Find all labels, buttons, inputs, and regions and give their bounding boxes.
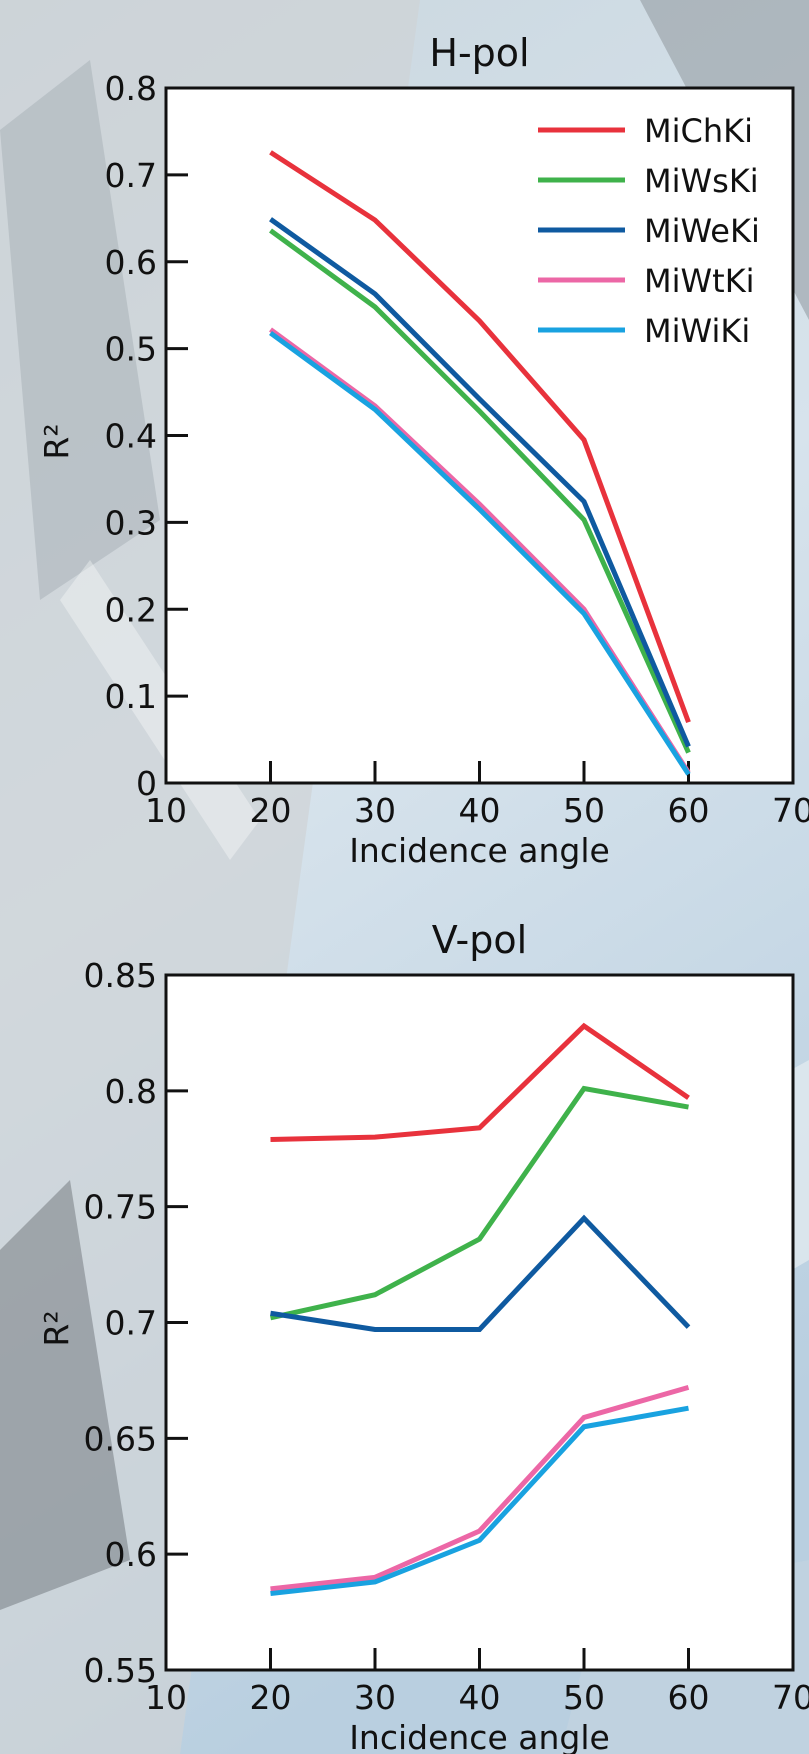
h-pol-x-tick-label: 30	[354, 791, 396, 830]
v-pol-x-axis-label: Incidence angle	[349, 1718, 610, 1754]
h-pol-y-tick-label: 0	[136, 764, 157, 803]
legend-label-michki: MiChKi	[644, 112, 753, 150]
h-pol-plot-area	[164, 86, 795, 785]
v-pol-y-tick-label: 0.7	[105, 1304, 157, 1343]
v-pol-series	[269, 1022, 691, 1597]
v-pol-y-tick-label: 0.55	[84, 1651, 157, 1690]
series-line-miwtki	[270, 1384, 690, 1592]
h-pol-y-tick-label: 0.3	[105, 503, 157, 542]
v-pol-y-tick-label: 0.85	[84, 956, 157, 995]
h-pol-chart-title: H-pol	[429, 31, 529, 75]
v-pol-chart: V-pol Incidence angle R² 10 20 30 40 50 60 70 …	[37, 918, 809, 1754]
legend-label-miwiki: MiWiKi	[644, 312, 750, 350]
v-pol-y-ticks: 0.55 0.6 0.65 0.7 0.75 0.8 0.85	[84, 956, 188, 1690]
v-pol-y-tick-label: 0.65	[84, 1419, 157, 1458]
v-pol-x-tick-label: 10	[145, 1678, 187, 1717]
h-pol-x-tick-label: 10	[145, 791, 187, 830]
h-pol-x-tick-label: 20	[250, 791, 292, 830]
v-pol-x-tick-label: 60	[668, 1678, 710, 1717]
legend-label-miwski: MiWsKi	[644, 162, 759, 200]
h-pol-x-tick-label: 40	[459, 791, 501, 830]
h-pol-y-tick-label: 0.2	[105, 590, 157, 629]
legend: MiChKi MiWsKi MiWeKi MiWtKi MiWiKi	[538, 112, 760, 350]
v-pol-chart-title: V-pol	[432, 918, 527, 962]
series-line-miweki	[269, 217, 691, 748]
h-pol-y-tick-label: 0.7	[105, 156, 157, 195]
v-pol-x-tick-label: 70	[772, 1678, 809, 1717]
h-pol-y-tick-label: 0.4	[105, 417, 157, 456]
h-pol-x-ticks: 10 20 30 40 50 60 70	[145, 761, 809, 830]
h-pol-x-axis-label: Incidence angle	[349, 831, 610, 870]
v-pol-y-tick-label: 0.8	[105, 1072, 157, 1111]
series-line-miwiki	[270, 1405, 689, 1597]
v-pol-x-tick-label: 50	[563, 1678, 605, 1717]
v-pol-x-tick-label: 30	[354, 1678, 396, 1717]
h-pol-y-ticks: 0 0.1 0.2 0.3 0.4 0.5 0.6 0.7 0.8	[105, 69, 188, 803]
legend-label-miweki: MiWeKi	[644, 212, 760, 250]
series-line-miwski	[269, 228, 691, 754]
v-pol-y-tick-label: 0.6	[105, 1535, 157, 1574]
legend-label-miwtki: MiWtKi	[644, 262, 755, 300]
h-pol-chart: H-pol Incidence angle R² 10 20 30 40 50 60 70 …	[37, 31, 809, 870]
h-pol-y-axis-label: R²	[37, 423, 76, 459]
series-line-miwiki	[269, 330, 691, 776]
h-pol-y-tick-label: 0.1	[105, 677, 157, 716]
h-pol-y-tick-label: 0.5	[105, 330, 157, 369]
v-pol-y-tick-label: 0.75	[84, 1188, 157, 1227]
v-pol-y-axis-label: R²	[37, 1310, 76, 1346]
h-pol-y-tick-label: 0.8	[105, 69, 157, 108]
v-pol-plot-area	[164, 973, 795, 1672]
v-pol-x-ticks: 10 20 30 40 50 60 70	[145, 1648, 809, 1717]
series-line-miwski	[269, 1085, 689, 1321]
h-pol-x-tick-label: 70	[772, 791, 809, 830]
v-pol-x-tick-label: 20	[250, 1678, 292, 1717]
series-line-michki	[269, 150, 691, 724]
v-pol-x-tick-label: 40	[459, 1678, 501, 1717]
h-pol-y-tick-label: 0.6	[105, 243, 157, 282]
series-line-michki	[270, 1022, 690, 1142]
series-line-miweki	[270, 1214, 691, 1332]
h-pol-x-tick-label: 60	[668, 791, 710, 830]
h-pol-x-tick-label: 50	[563, 791, 605, 830]
h-pol-series	[269, 150, 691, 776]
